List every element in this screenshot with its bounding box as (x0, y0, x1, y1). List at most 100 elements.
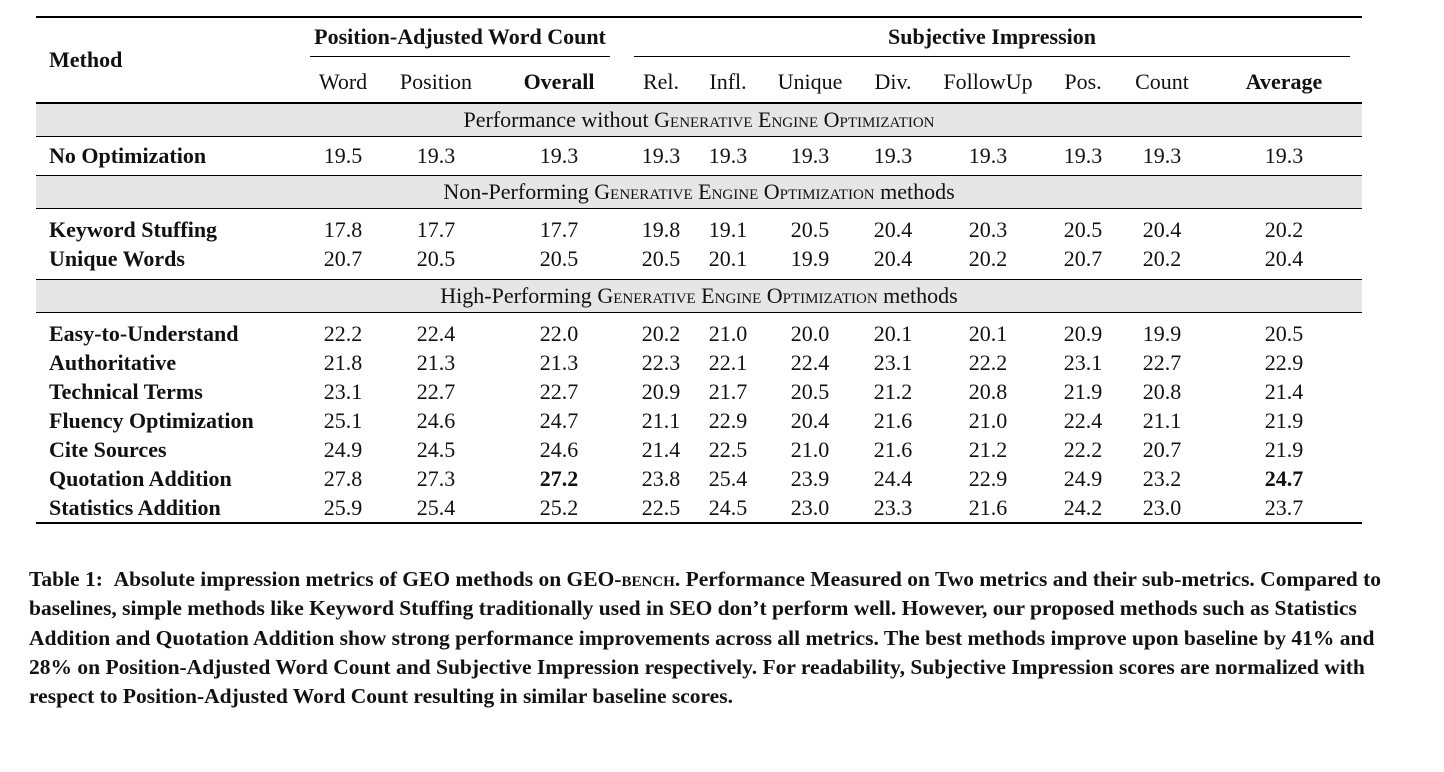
cell: 25.2 (490, 493, 629, 524)
cell: 20.7 (323, 245, 363, 271)
cell: 23.0 (762, 493, 859, 524)
cell: 20.5 (790, 378, 830, 404)
cell: 21.6 (873, 436, 913, 462)
method-name: Fluency Optimization (49, 407, 254, 433)
cell: 19.3 (641, 143, 681, 168)
table-row: No Optimization 19.5 19.3 19.3 19.3 19.3… (36, 137, 1362, 176)
cell: 21.0 (790, 436, 830, 462)
cell: 23.9 (790, 465, 830, 491)
cell: 21.4 (1264, 378, 1304, 404)
cell: 22.9 (1264, 349, 1304, 375)
section-header-high-performing: High-Performing Generative Engine Optimi… (36, 279, 1363, 313)
table-row: Quotation Addition 27.8 27.3 27.2 23.8 2… (36, 464, 1362, 493)
col-header-rel: Rel. (642, 69, 680, 94)
cell: 22.5 (628, 493, 695, 524)
group-header-pawc: Position-Adjusted Word Count (304, 17, 628, 62)
cell: 23.1 (323, 378, 363, 404)
cell: 23.2 (1142, 465, 1182, 491)
cell: 20.5 (790, 216, 830, 242)
cell: 22.3 (641, 349, 681, 375)
cell: 20.2 (1264, 216, 1304, 242)
cell: 23.7 (1206, 493, 1363, 524)
cell: 17.7 (539, 216, 579, 242)
section-title: Non-Performing Generative Engine Optimiz… (36, 175, 1363, 209)
method-column-header: Method (36, 17, 304, 104)
method-name: Keyword Stuffing (49, 216, 218, 242)
cell: 19.3 (790, 143, 830, 168)
cell: 25.4 (382, 493, 490, 524)
col-header-followup: FollowUp (943, 69, 1033, 94)
cell: 19.3 (1063, 143, 1103, 168)
cell: 22.0 (539, 320, 579, 346)
cell: 24.9 (1063, 465, 1103, 491)
cell: 20.5 (416, 245, 456, 271)
cell: 20.2 (641, 320, 681, 346)
cell: 23.1 (873, 349, 913, 375)
cell: 21.8 (323, 349, 363, 375)
cell: 21.7 (708, 378, 748, 404)
cell: 20.4 (1264, 245, 1304, 271)
cell: 23.0 (1118, 493, 1207, 524)
cell: 21.9 (1264, 407, 1304, 433)
cell: 22.9 (708, 407, 748, 433)
cell: 19.1 (708, 216, 748, 242)
cell: 27.8 (323, 465, 363, 491)
cell: 20.1 (708, 245, 748, 271)
cell: 19.3 (1264, 143, 1304, 168)
results-table: Method Position-Adjusted Word Count Subj… (36, 16, 1363, 524)
cell: 24.5 (694, 493, 763, 524)
group-header-si-label: Subjective Impression (634, 24, 1351, 57)
cell: 22.2 (968, 349, 1008, 375)
cell: 20.4 (790, 407, 830, 433)
method-name: Quotation Addition (49, 465, 232, 491)
cell: 19.8 (641, 216, 681, 242)
col-header-unique: Unique (777, 69, 843, 94)
cell: 21.6 (873, 407, 913, 433)
cell: 20.2 (1142, 245, 1182, 271)
cell: 17.7 (416, 216, 456, 242)
cell: 20.9 (1063, 320, 1103, 346)
cell: 24.5 (416, 436, 456, 462)
section-title: Performance without Generative Engine Op… (36, 102, 1363, 137)
cell: 21.9 (1264, 436, 1304, 462)
cell: 19.3 (873, 143, 913, 168)
cell: 20.5 (1063, 216, 1103, 242)
caption-text-part2: . Performance Measured on Two metrics an… (29, 567, 1382, 709)
cell: 21.3 (539, 349, 579, 375)
method-name: Technical Terms (49, 378, 203, 404)
method-name: Authoritative (49, 349, 177, 375)
cell: 22.4 (1063, 407, 1103, 433)
cell: 20.2 (968, 245, 1008, 271)
cell: 22.4 (790, 349, 830, 375)
section-header-non-performing: Non-Performing Generative Engine Optimiz… (36, 175, 1363, 209)
table-caption: Table 1: Absolute impression metrics of … (29, 565, 1389, 711)
cell: 22.9 (968, 465, 1008, 491)
cell: 25.9 (304, 493, 382, 524)
cell: 24.6 (416, 407, 456, 433)
cell: 19.3 (416, 143, 456, 168)
table-row: Statistics Addition 25.9 25.4 25.2 22.5 … (36, 493, 1363, 524)
cell: 22.5 (708, 436, 748, 462)
cell: 20.5 (1264, 320, 1304, 346)
table-row: Authoritative 21.8 21.3 21.3 22.3 22.1 2… (36, 348, 1362, 377)
cell: 23.8 (641, 465, 681, 491)
cell: 19.3 (539, 143, 579, 168)
cell: 22.4 (416, 320, 456, 346)
table-row: Fluency Optimization 25.1 24.6 24.7 21.1… (36, 406, 1362, 435)
cell: 22.2 (323, 320, 363, 346)
caption-text-part1: Absolute impression metrics of GEO metho… (113, 567, 622, 591)
cell: 19.9 (1142, 320, 1182, 346)
cell: 21.2 (968, 436, 1008, 462)
cell: 19.3 (1142, 143, 1182, 168)
cell: 22.7 (416, 378, 456, 404)
cell: 22.7 (539, 378, 579, 404)
col-header-word: Word (318, 69, 368, 94)
section-title: High-Performing Generative Engine Optimi… (36, 279, 1363, 313)
cell: 21.0 (708, 320, 748, 346)
cell: 19.5 (323, 143, 363, 168)
col-header-count: Count (1135, 69, 1189, 94)
table-row: Easy-to-Understand 22.2 22.4 22.0 20.2 2… (36, 319, 1362, 348)
cell: 21.6 (928, 493, 1049, 524)
cell: 24.7 (539, 407, 579, 433)
cell: 25.4 (708, 465, 748, 491)
